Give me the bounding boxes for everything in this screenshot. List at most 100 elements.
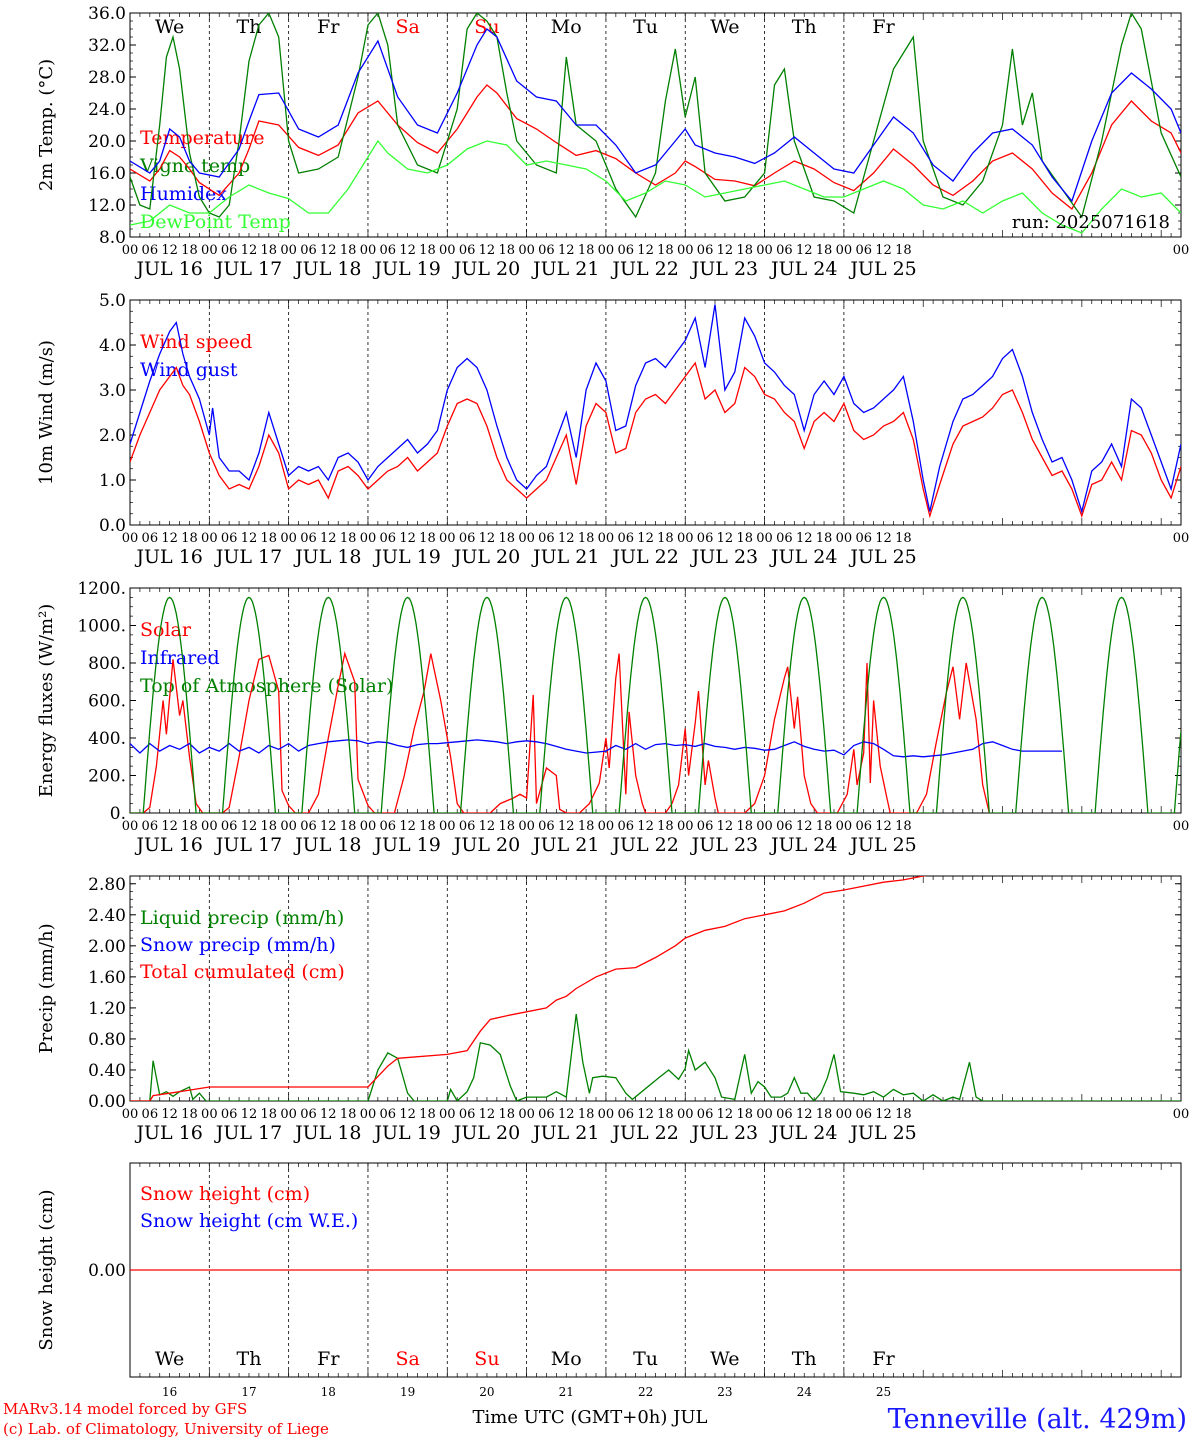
hour-tick-label: 12	[717, 243, 734, 258]
time-axis-title: Time UTC (GMT+0h) JUL	[473, 1407, 708, 1428]
y-tick-label: 5.0	[99, 291, 126, 311]
hour-tick-label: 12	[717, 531, 734, 546]
hour-tick-label: 00	[439, 243, 456, 258]
hour-tick-label: 12	[796, 243, 813, 258]
hour-tick-label: 18	[419, 819, 436, 834]
hour-tick-label: 06	[538, 531, 555, 546]
energy-series-group	[130, 596, 1181, 813]
hour-tick-label: 18	[419, 531, 436, 546]
y-tick-label: 4.0	[99, 336, 126, 356]
hour-tick-label: 12	[399, 531, 416, 546]
hour-tick-label: 06	[697, 531, 714, 546]
hour-tick-label: 12	[558, 819, 575, 834]
hour-tick-label: 00	[122, 819, 139, 834]
wind-frame	[129, 299, 1182, 526]
hour-tick-label: 18	[736, 243, 753, 258]
hour-tick-label: 00	[677, 819, 694, 834]
date-label: JUL 20	[452, 546, 520, 568]
day-number: 19	[400, 1385, 415, 1399]
hour-tick-label: 18	[816, 531, 833, 546]
temp-series-dewpoint-temp	[130, 139, 1181, 234]
hour-tick-label: 06	[538, 819, 555, 834]
date-label: JUL 20	[452, 1122, 520, 1144]
hour-tick-label: 00	[1173, 531, 1190, 546]
hour-tick-label: 06	[380, 1107, 397, 1122]
weekday-label: Su	[474, 1348, 499, 1370]
hour-tick-label: 06	[617, 531, 634, 546]
hour-tick-label: 06	[776, 819, 793, 834]
y-tick-label: 32.0	[88, 36, 126, 56]
wind-legend-0: Wind speed	[140, 331, 252, 353]
day-number: 22	[638, 1385, 653, 1399]
hour-tick-label: 12	[717, 1107, 734, 1122]
date-label: JUL 21	[531, 1122, 599, 1144]
date-label: JUL 24	[769, 546, 837, 568]
y-tick-label: 200.	[88, 767, 126, 787]
weekday-label: Th	[237, 16, 262, 38]
snow-panel: 0.00 Snow height (cm) Snow height (cm) Snow…	[36, 1162, 1182, 1399]
hour-tick-label: 00	[439, 1107, 456, 1122]
hour-tick-label: 12	[875, 819, 892, 834]
hour-tick-label: 06	[617, 243, 634, 258]
hour-tick-label: 18	[419, 1107, 436, 1122]
date-label: JUL 17	[214, 258, 282, 280]
wind-series-group	[130, 304, 1181, 519]
hour-tick-label: 00	[360, 531, 377, 546]
hour-tick-label: 18	[419, 243, 436, 258]
hour-tick-label: 06	[142, 1107, 159, 1122]
temp-panel: 8.0 12.0 16.0 20.0 24.0 28.0 32.0 36.0 2m Temp. …	[36, 4, 1189, 280]
hour-tick-label: 06	[855, 243, 872, 258]
hour-tick-label: 06	[776, 1107, 793, 1122]
day-number: 16	[162, 1385, 177, 1399]
hour-tick-label: 18	[181, 243, 198, 258]
energy-panel: 0. 200. 400. 600. 800. 1000. 1200. Energy fluxe…	[36, 579, 1189, 856]
y-tick-label: 36.0	[88, 4, 126, 24]
hour-tick-label: 00	[836, 243, 853, 258]
temp-legend-3: DewPoint Temp	[140, 211, 291, 233]
date-label: JUL 17	[214, 834, 282, 856]
weekday-label: Th	[792, 16, 817, 38]
y-tick-label: 24.0	[88, 100, 126, 120]
date-label: JUL 16	[134, 834, 202, 856]
hour-tick-label: 18	[578, 1107, 595, 1122]
weekday-label: Th	[237, 1348, 262, 1370]
hour-tick-label: 18	[499, 1107, 516, 1122]
hour-tick-label: 12	[558, 531, 575, 546]
hour-tick-label: 18	[816, 819, 833, 834]
date-label: JUL 16	[134, 1122, 202, 1144]
hour-tick-label: 06	[617, 1107, 634, 1122]
hour-tick-label: 06	[221, 531, 238, 546]
hour-tick-label: 00	[201, 819, 218, 834]
date-label: JUL 22	[610, 834, 678, 856]
hour-tick-label: 18	[340, 243, 357, 258]
precip-legend-0: Liquid precip (mm/h)	[140, 907, 344, 929]
hour-tick-label: 18	[895, 819, 912, 834]
date-label: JUL 23	[690, 546, 758, 568]
hour-tick-label: 12	[320, 1107, 337, 1122]
y-tick-label: 2.40	[88, 906, 126, 926]
lab-credit: (c) Lab. of Climatology, University of L…	[3, 1420, 329, 1438]
y-tick-label: 600.	[88, 692, 126, 712]
hour-tick-label: 06	[380, 531, 397, 546]
hour-tick-label: 00	[1173, 1107, 1190, 1122]
hour-tick-label: 18	[261, 531, 278, 546]
hour-tick-label: 12	[875, 243, 892, 258]
hour-tick-label: 00	[360, 819, 377, 834]
hour-tick-label: 18	[895, 243, 912, 258]
hour-tick-label: 12	[161, 531, 178, 546]
date-label: JUL 20	[452, 258, 520, 280]
hour-tick-label: 00	[360, 243, 377, 258]
day-number: 23	[717, 1385, 732, 1399]
hour-tick-label: 12	[161, 819, 178, 834]
weekday-label: Th	[792, 1348, 817, 1370]
hour-tick-label: 00	[518, 243, 535, 258]
energy-series-solar	[130, 651, 990, 813]
precip-series-total-cumulated-cm	[130, 876, 927, 1101]
date-label: JUL 25	[848, 546, 916, 568]
date-label: JUL 24	[769, 834, 837, 856]
hour-tick-label: 00	[756, 531, 773, 546]
hour-tick-label: 06	[459, 243, 476, 258]
hour-tick-label: 12	[637, 531, 654, 546]
hour-tick-label: 12	[558, 243, 575, 258]
hour-tick-label: 00	[598, 243, 615, 258]
